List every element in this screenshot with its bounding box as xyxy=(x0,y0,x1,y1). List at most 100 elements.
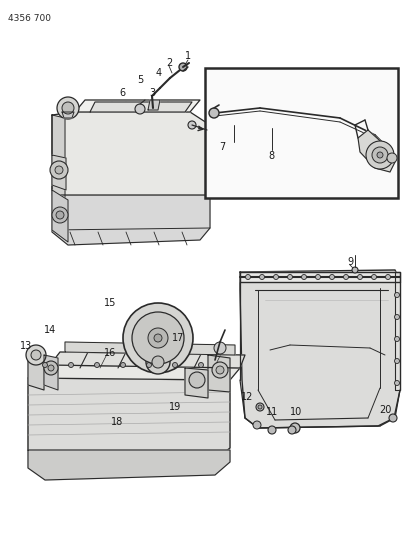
Polygon shape xyxy=(44,355,58,390)
Text: 4: 4 xyxy=(156,68,162,78)
Circle shape xyxy=(26,345,46,365)
Circle shape xyxy=(62,102,74,114)
Text: 5: 5 xyxy=(137,75,143,85)
Text: 17: 17 xyxy=(172,333,184,343)
Circle shape xyxy=(253,421,261,429)
Circle shape xyxy=(344,274,348,279)
Polygon shape xyxy=(148,100,160,110)
Circle shape xyxy=(48,365,54,371)
Text: 15: 15 xyxy=(104,298,116,308)
Circle shape xyxy=(290,423,300,433)
Circle shape xyxy=(288,274,293,279)
Text: 4356 700: 4356 700 xyxy=(8,14,51,23)
Circle shape xyxy=(387,153,397,163)
Polygon shape xyxy=(208,355,230,392)
Circle shape xyxy=(120,362,126,367)
Circle shape xyxy=(268,426,276,434)
Circle shape xyxy=(173,362,177,367)
Circle shape xyxy=(395,314,399,319)
Circle shape xyxy=(395,293,399,297)
Polygon shape xyxy=(50,352,245,368)
Bar xyxy=(205,68,398,198)
Text: 18: 18 xyxy=(111,417,123,427)
Text: 16: 16 xyxy=(104,348,116,358)
Text: 11: 11 xyxy=(266,407,278,417)
Circle shape xyxy=(212,362,228,378)
Circle shape xyxy=(315,274,321,279)
Circle shape xyxy=(135,104,145,114)
Text: 19: 19 xyxy=(169,402,181,412)
Circle shape xyxy=(246,274,251,279)
Text: 13: 13 xyxy=(20,341,32,351)
Circle shape xyxy=(302,274,306,279)
Circle shape xyxy=(31,350,41,360)
Circle shape xyxy=(95,362,100,367)
Polygon shape xyxy=(28,360,44,390)
Text: 1: 1 xyxy=(185,51,191,61)
Circle shape xyxy=(395,359,399,364)
Polygon shape xyxy=(52,195,210,245)
Polygon shape xyxy=(65,342,235,355)
Polygon shape xyxy=(52,112,210,195)
Text: 6: 6 xyxy=(119,88,125,98)
Circle shape xyxy=(146,350,170,374)
Circle shape xyxy=(189,372,205,388)
Polygon shape xyxy=(90,102,192,112)
Circle shape xyxy=(146,362,151,367)
Circle shape xyxy=(395,381,399,385)
Circle shape xyxy=(389,414,397,422)
Circle shape xyxy=(44,361,58,375)
Text: 14: 14 xyxy=(44,325,56,335)
Text: 9: 9 xyxy=(347,257,353,267)
Circle shape xyxy=(154,334,162,342)
Text: 10: 10 xyxy=(290,407,302,417)
Circle shape xyxy=(372,274,377,279)
Circle shape xyxy=(256,403,264,411)
Polygon shape xyxy=(240,272,400,282)
Polygon shape xyxy=(395,272,400,390)
Circle shape xyxy=(366,141,394,169)
Circle shape xyxy=(209,108,219,118)
Circle shape xyxy=(50,161,68,179)
Circle shape xyxy=(288,426,296,434)
Circle shape xyxy=(372,147,388,163)
Circle shape xyxy=(216,366,224,374)
Text: 12: 12 xyxy=(241,392,253,402)
Polygon shape xyxy=(52,115,65,200)
Text: 2: 2 xyxy=(166,58,172,68)
Circle shape xyxy=(188,121,196,129)
Text: 7: 7 xyxy=(219,142,225,152)
Polygon shape xyxy=(28,378,230,465)
Circle shape xyxy=(259,274,264,279)
Circle shape xyxy=(330,274,335,279)
Circle shape xyxy=(55,166,63,174)
Circle shape xyxy=(199,362,204,367)
Circle shape xyxy=(52,207,68,223)
Text: 20: 20 xyxy=(379,405,391,415)
Circle shape xyxy=(57,97,79,119)
Polygon shape xyxy=(240,270,400,428)
Polygon shape xyxy=(28,365,240,380)
Circle shape xyxy=(42,362,47,367)
Text: 8: 8 xyxy=(268,151,274,161)
Circle shape xyxy=(148,328,168,348)
Circle shape xyxy=(69,362,73,367)
Circle shape xyxy=(352,267,358,273)
Circle shape xyxy=(386,274,390,279)
Polygon shape xyxy=(28,450,230,480)
Polygon shape xyxy=(52,155,66,190)
Polygon shape xyxy=(62,112,74,118)
Polygon shape xyxy=(358,130,395,172)
Polygon shape xyxy=(52,190,68,242)
Circle shape xyxy=(395,336,399,342)
Polygon shape xyxy=(75,100,200,112)
Circle shape xyxy=(214,342,226,354)
Circle shape xyxy=(179,63,187,71)
Circle shape xyxy=(123,303,193,373)
Circle shape xyxy=(357,274,362,279)
Circle shape xyxy=(258,405,262,409)
Circle shape xyxy=(132,312,184,364)
Text: 3: 3 xyxy=(149,88,155,98)
Polygon shape xyxy=(185,368,208,398)
Circle shape xyxy=(152,356,164,368)
